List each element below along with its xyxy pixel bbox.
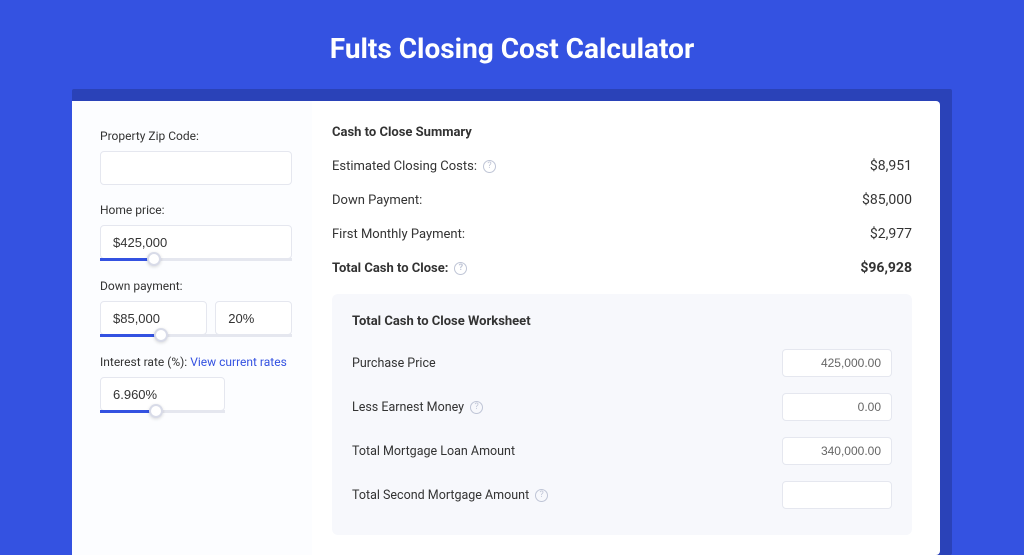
interest-rate-slider[interactable] <box>100 410 225 413</box>
view-rates-link[interactable]: View current rates <box>190 355 287 369</box>
interest-rate-group: Interest rate (%): View current rates <box>100 355 292 413</box>
results-panel: Cash to Close Summary Estimated Closing … <box>312 101 940 555</box>
help-icon[interactable]: ? <box>535 489 548 502</box>
summary-label: Down Payment: <box>332 193 422 208</box>
worksheet-row: Purchase Price <box>352 349 892 377</box>
worksheet-input[interactable] <box>782 393 892 421</box>
summary-title: Cash to Close Summary <box>332 125 912 140</box>
slider-thumb[interactable] <box>154 328 168 342</box>
summary-value: $2,977 <box>870 226 912 242</box>
down-payment-group: Down payment: <box>100 279 292 337</box>
zip-label: Property Zip Code: <box>100 129 292 143</box>
worksheet-label: Total Second Mortgage Amount <box>352 488 529 503</box>
worksheet-row: Less Earnest Money ? <box>352 393 892 421</box>
worksheet-row: Total Second Mortgage Amount ? <box>352 481 892 509</box>
home-price-input[interactable] <box>100 225 292 259</box>
summary-total-label: Total Cash to Close: <box>332 261 448 276</box>
card-shadow: Property Zip Code: Home price: Down paym… <box>72 89 952 555</box>
slider-thumb[interactable] <box>147 252 161 266</box>
help-icon[interactable]: ? <box>483 160 496 173</box>
worksheet-row: Total Mortgage Loan Amount <box>352 437 892 465</box>
page-title: Fults Closing Cost Calculator <box>0 0 1024 89</box>
interest-rate-label-text: Interest rate (%): <box>100 355 187 369</box>
summary-total-value: $96,928 <box>860 260 912 276</box>
home-price-group: Home price: <box>100 203 292 261</box>
help-icon[interactable]: ? <box>454 262 467 275</box>
worksheet-label: Total Mortgage Loan Amount <box>352 444 515 459</box>
zip-input[interactable] <box>100 151 292 185</box>
slider-thumb[interactable] <box>149 404 163 418</box>
interest-rate-label: Interest rate (%): View current rates <box>100 355 292 369</box>
down-payment-slider[interactable] <box>100 334 292 337</box>
summary-label: Estimated Closing Costs: <box>332 159 477 174</box>
home-price-slider[interactable] <box>100 258 292 261</box>
worksheet-title: Total Cash to Close Worksheet <box>352 314 892 329</box>
worksheet-panel: Total Cash to Close Worksheet Purchase P… <box>332 294 912 535</box>
down-payment-pct-input[interactable] <box>215 301 292 335</box>
worksheet-input[interactable] <box>782 437 892 465</box>
worksheet-label: Less Earnest Money <box>352 400 464 415</box>
down-payment-label: Down payment: <box>100 279 292 293</box>
summary-row: Down Payment: $85,000 <box>332 192 912 208</box>
summary-value: $85,000 <box>862 192 912 208</box>
summary-total-row: Total Cash to Close: ? $96,928 <box>332 260 912 276</box>
summary-value: $8,951 <box>870 158 912 174</box>
summary-row: Estimated Closing Costs: ? $8,951 <box>332 158 912 174</box>
home-price-label: Home price: <box>100 203 292 217</box>
down-payment-input[interactable] <box>100 301 207 335</box>
summary-row: First Monthly Payment: $2,977 <box>332 226 912 242</box>
worksheet-label: Purchase Price <box>352 356 436 371</box>
summary-label: First Monthly Payment: <box>332 227 465 242</box>
worksheet-input[interactable] <box>782 481 892 509</box>
worksheet-input[interactable] <box>782 349 892 377</box>
zip-group: Property Zip Code: <box>100 129 292 185</box>
help-icon[interactable]: ? <box>470 401 483 414</box>
interest-rate-input[interactable] <box>100 377 225 411</box>
calculator-card: Property Zip Code: Home price: Down paym… <box>72 101 940 555</box>
inputs-panel: Property Zip Code: Home price: Down paym… <box>72 101 312 555</box>
